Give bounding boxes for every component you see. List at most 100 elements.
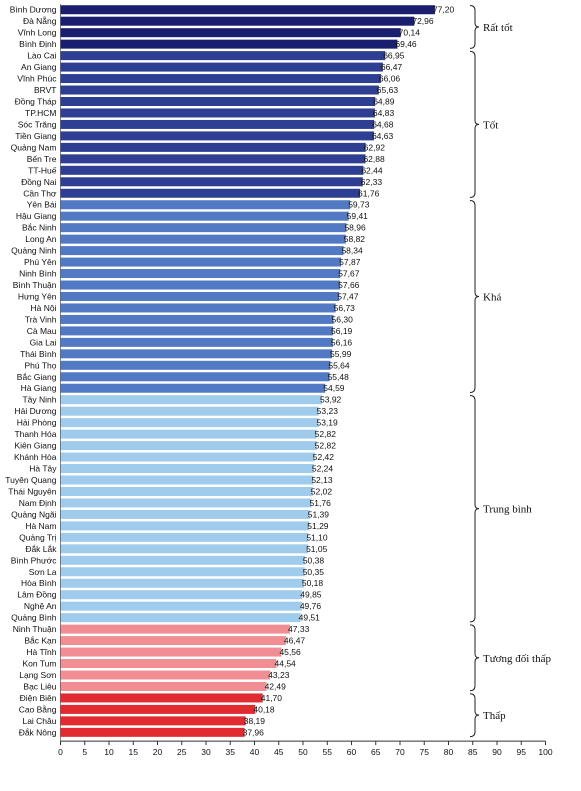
bar (60, 269, 341, 279)
bar (60, 624, 291, 634)
value-label: 55,48 (328, 372, 350, 382)
category-label: Long An (25, 234, 56, 244)
value-label: 62,33 (361, 177, 383, 187)
value-label: 43,23 (268, 670, 290, 680)
bar (60, 521, 310, 531)
category-label: Hà Tây (29, 464, 57, 474)
value-label: 77,20 (433, 5, 455, 15)
bar (60, 257, 342, 267)
bar (60, 681, 267, 691)
value-label: 59,73 (348, 200, 370, 210)
value-label: 66,47 (381, 62, 403, 72)
x-tick-label: 0 (58, 747, 63, 757)
x-tick-label: 25 (177, 747, 187, 757)
category-label: Ninh Thuận (13, 624, 57, 634)
x-tick-label: 35 (226, 747, 236, 757)
group-brace (469, 50, 480, 198)
category-label: TP.HCM (25, 108, 57, 118)
group-label: Trung bình (483, 504, 532, 516)
group-label: Rất tốt (483, 22, 513, 34)
bar (60, 590, 303, 600)
value-label: 52,02 (311, 486, 333, 496)
group-brace (469, 394, 480, 623)
bar (60, 131, 374, 141)
category-label: Bến Tre (27, 154, 57, 164)
value-label: 53,23 (317, 406, 339, 416)
category-label: Lâm Đồng (17, 590, 56, 600)
value-label: 49,85 (300, 590, 322, 600)
category-label: Tiền Giang (15, 131, 57, 141)
x-tick-label: 15 (129, 747, 139, 757)
value-label: 41,70 (261, 693, 283, 703)
value-label: 45,56 (279, 647, 301, 657)
group-label: Thấp (483, 710, 506, 722)
group-label: Tương đối thấp (483, 653, 551, 665)
bar (60, 383, 326, 393)
value-label: 52,82 (315, 429, 337, 439)
bar (60, 96, 376, 106)
category-label: BRVT (34, 85, 57, 95)
bar (60, 234, 346, 244)
category-label: Tây Ninh (22, 395, 56, 405)
x-tick-label: 90 (492, 747, 502, 757)
category-label: Lạng Sơn (19, 670, 57, 680)
bar (60, 291, 340, 301)
category-label: Bạc Liêu (23, 681, 56, 691)
value-label: 37,96 (243, 727, 265, 737)
bar (60, 670, 271, 680)
category-label: Hải Phòng (17, 418, 57, 428)
bar (60, 200, 351, 210)
category-label: Điện Biên (20, 693, 57, 703)
group-brace (469, 693, 480, 738)
category-label: Thái Nguyên (8, 486, 56, 496)
bar (60, 337, 333, 347)
group-label: Khá (483, 291, 501, 303)
value-label: 58,96 (344, 223, 366, 233)
category-label: Yên Bái (27, 200, 57, 210)
bar (60, 349, 333, 359)
category-label: Hải Dương (15, 406, 57, 416)
category-label: Đồng Tháp (15, 96, 57, 106)
category-label: Thanh Hóa (14, 429, 56, 439)
value-label: 65,63 (377, 85, 399, 95)
bar (60, 177, 363, 187)
x-tick-label: 5 (82, 747, 87, 757)
bar (60, 28, 401, 38)
x-tick-label: 40 (250, 747, 260, 757)
bar (60, 119, 375, 129)
category-label: Nam Định (19, 498, 57, 508)
x-tick-label: 85 (468, 747, 478, 757)
value-label: 53,19 (316, 418, 338, 428)
value-label: 50,18 (302, 578, 324, 588)
x-tick-label: 70 (395, 747, 405, 757)
category-label: Lai Châu (22, 716, 56, 726)
bar (60, 636, 286, 646)
group-brace (469, 5, 480, 49)
value-label: 72,96 (412, 16, 434, 26)
value-label: 46,47 (284, 636, 306, 646)
category-label: Bắc Ninh (22, 223, 57, 233)
bar (60, 395, 323, 405)
value-label: 50,38 (303, 555, 325, 565)
category-label: Bình Định (19, 39, 57, 49)
bar (60, 280, 341, 290)
value-label: 51,05 (306, 544, 328, 554)
bar (60, 475, 314, 485)
category-label: Hậu Giang (16, 211, 57, 221)
category-label: Hà Giang (21, 383, 57, 393)
value-label: 51,29 (307, 521, 329, 531)
bar (60, 372, 330, 382)
value-label: 56,19 (331, 326, 353, 336)
bar (60, 418, 319, 428)
bar (60, 142, 366, 152)
value-label: 58,82 (344, 234, 366, 244)
value-label: 50,35 (303, 567, 325, 577)
bar (60, 326, 334, 336)
category-label: Quảng Ninh (11, 246, 57, 256)
bar (60, 555, 305, 565)
bar (60, 303, 336, 313)
bar (60, 16, 415, 26)
category-label: Trà Vinh (25, 314, 57, 324)
x-tick-label: 30 (201, 747, 211, 757)
category-label: Vĩnh Long (18, 28, 57, 38)
